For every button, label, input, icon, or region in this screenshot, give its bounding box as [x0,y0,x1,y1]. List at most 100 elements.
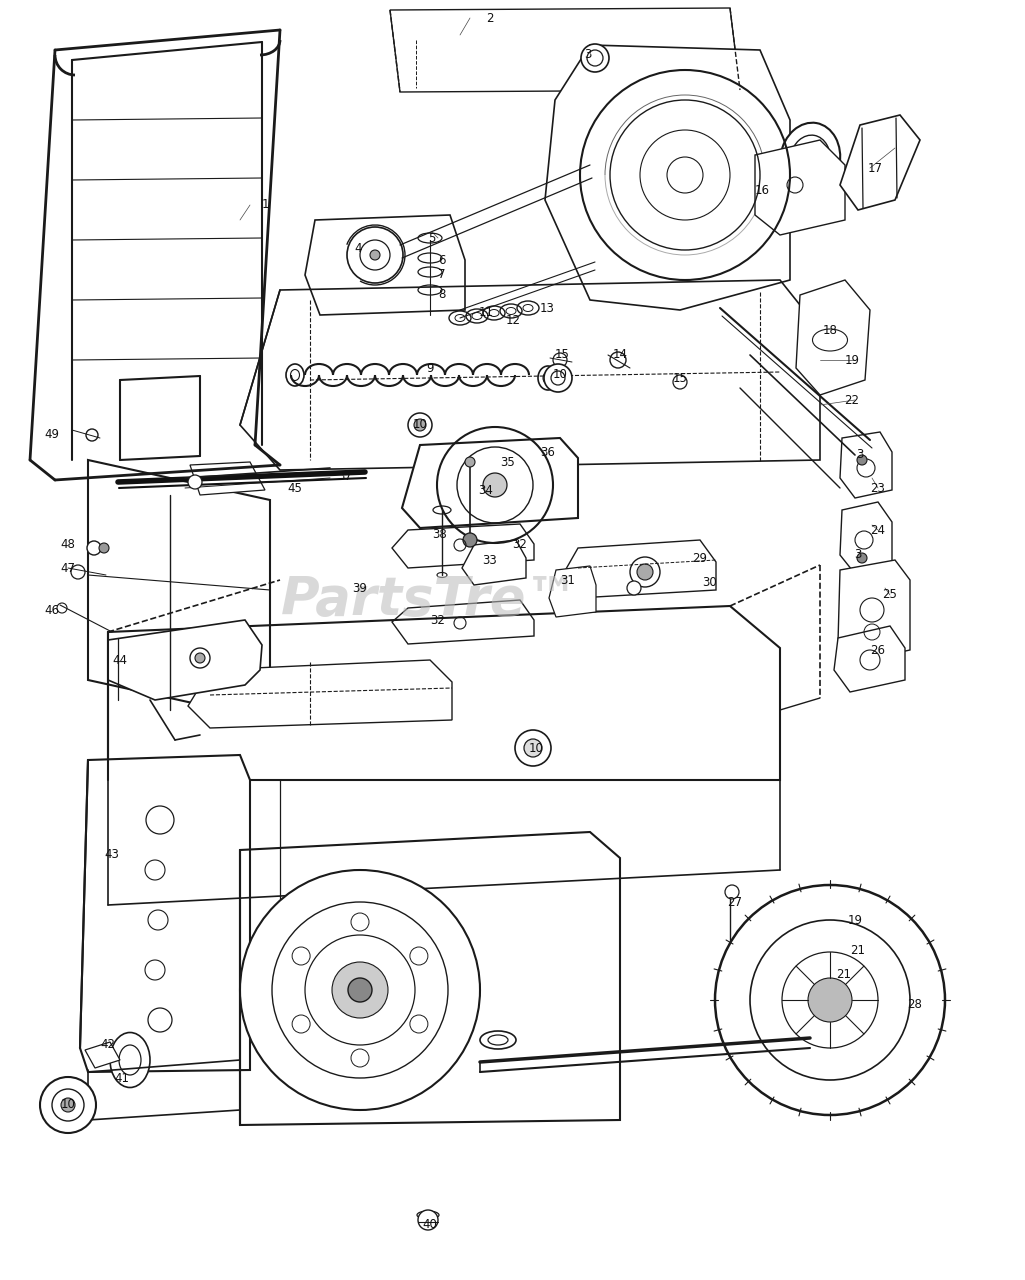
Polygon shape [545,45,790,310]
Circle shape [524,739,542,756]
Circle shape [857,454,867,465]
Text: 35: 35 [500,456,516,468]
Circle shape [348,978,372,1002]
Text: 21: 21 [851,943,865,956]
Text: 8: 8 [439,288,446,302]
Text: 3: 3 [584,49,591,61]
Text: 15: 15 [555,348,570,361]
Text: 29: 29 [693,552,707,564]
Text: 40: 40 [422,1219,438,1231]
Text: 30: 30 [702,576,717,589]
Text: 4: 4 [355,242,362,255]
Ellipse shape [110,1033,150,1088]
Text: 10: 10 [529,741,543,754]
Circle shape [465,457,475,467]
Circle shape [515,730,551,765]
Circle shape [581,44,609,72]
Text: 39: 39 [353,581,367,594]
Text: 41: 41 [115,1071,129,1084]
Polygon shape [549,566,596,617]
Text: 36: 36 [540,445,556,458]
Text: 10: 10 [552,369,568,381]
Polygon shape [85,1042,120,1068]
Polygon shape [188,660,452,728]
Circle shape [99,543,109,553]
Text: 49: 49 [44,429,59,442]
Text: 2: 2 [486,12,494,24]
Circle shape [418,1210,438,1230]
Circle shape [857,553,867,563]
Polygon shape [755,140,845,236]
Text: 22: 22 [845,393,860,407]
Circle shape [240,870,480,1110]
Circle shape [808,978,852,1021]
Polygon shape [305,215,465,315]
Text: 19: 19 [845,353,860,366]
Text: 6: 6 [439,253,446,266]
Circle shape [544,364,572,392]
Text: 12: 12 [505,314,521,326]
Text: 9: 9 [426,361,434,375]
Ellipse shape [780,123,840,197]
Circle shape [715,884,945,1115]
Ellipse shape [800,147,820,173]
Text: 13: 13 [539,302,555,315]
Text: 32: 32 [430,613,446,626]
Text: 5: 5 [428,232,436,244]
Polygon shape [190,462,265,495]
Text: 45: 45 [288,481,302,494]
Polygon shape [840,502,892,575]
Text: 25: 25 [883,589,898,602]
Text: 14: 14 [613,348,627,361]
Polygon shape [840,115,920,210]
Text: 48: 48 [60,539,76,552]
Text: 10: 10 [60,1098,76,1111]
Text: 32: 32 [512,539,528,552]
Circle shape [637,564,653,580]
Circle shape [483,474,507,497]
Circle shape [87,541,101,556]
Text: 31: 31 [561,573,575,586]
Text: 19: 19 [848,914,862,927]
Text: 33: 33 [483,553,497,567]
Text: 3: 3 [856,448,864,462]
Text: 26: 26 [870,644,886,657]
Polygon shape [840,431,892,498]
Text: 38: 38 [433,529,447,541]
Text: 11: 11 [479,306,493,320]
Text: 15: 15 [672,371,688,384]
Polygon shape [80,755,250,1073]
Circle shape [610,352,626,369]
Circle shape [195,653,205,663]
Circle shape [408,413,432,436]
Circle shape [463,532,477,547]
Polygon shape [462,540,526,585]
Circle shape [71,564,85,579]
Polygon shape [838,561,910,662]
Polygon shape [796,280,870,396]
Polygon shape [392,600,534,644]
Polygon shape [392,524,534,568]
Ellipse shape [119,1044,141,1075]
Text: 28: 28 [907,998,922,1011]
Text: 10: 10 [412,419,427,431]
Circle shape [414,419,426,431]
Circle shape [86,429,98,442]
Circle shape [40,1076,96,1133]
Circle shape [332,963,388,1018]
Text: 43: 43 [105,849,120,861]
Text: 1: 1 [261,198,269,211]
Text: 37: 37 [337,471,353,484]
Text: 44: 44 [113,654,127,667]
Text: 46: 46 [44,603,59,617]
Text: 21: 21 [836,969,852,982]
Circle shape [630,557,660,588]
Polygon shape [562,540,716,598]
Circle shape [725,884,739,899]
Text: 3: 3 [854,549,862,562]
Polygon shape [108,620,262,700]
Text: 17: 17 [867,161,883,174]
Text: 23: 23 [870,481,886,494]
Text: 7: 7 [439,269,446,282]
Polygon shape [834,626,905,692]
